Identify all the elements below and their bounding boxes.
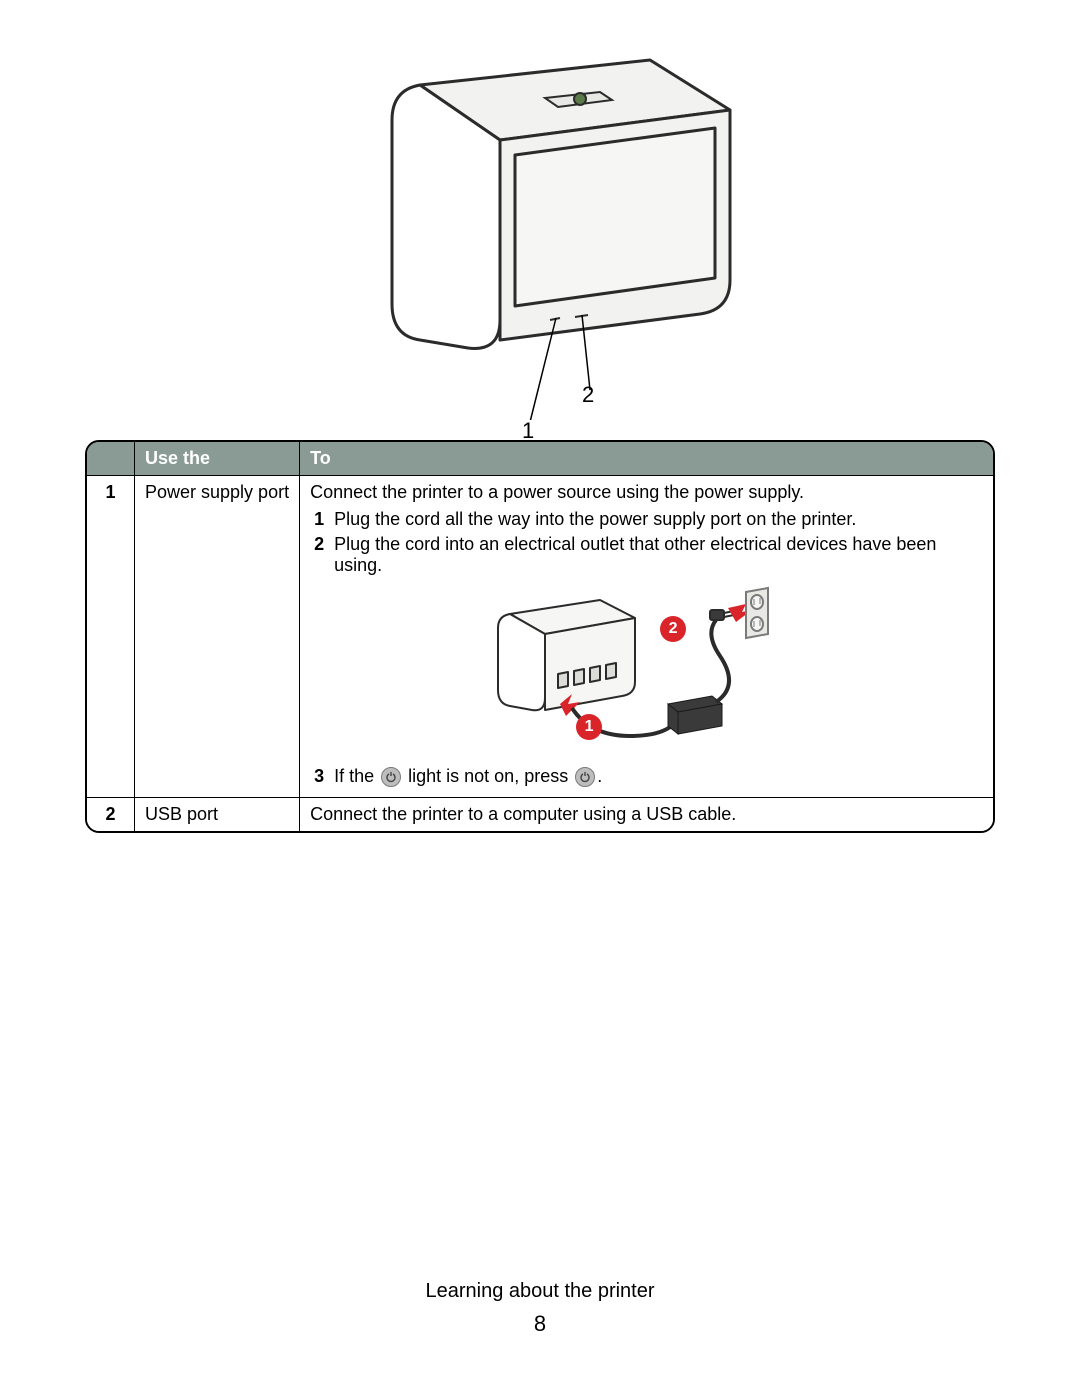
- printer-rear-svg: [300, 40, 780, 420]
- step-3-text: If the light is not on, press .: [334, 766, 983, 787]
- row1-use: Power supply port: [135, 476, 300, 798]
- step3-prefix: If the: [334, 766, 379, 786]
- power-connection-svg: [490, 586, 770, 756]
- row2-to: Connect the printer to a computer using …: [300, 798, 993, 831]
- power-icon: [575, 767, 595, 787]
- row2-use: USB port: [135, 798, 300, 831]
- row1-steps-cont: 3 If the light is not on, press .: [310, 766, 983, 787]
- power-connection-figure: 1 2: [490, 586, 770, 756]
- col-num-header: [87, 442, 135, 476]
- table-row: 2 USB port Connect the printer to a comp…: [87, 798, 993, 831]
- table-header-row: Use the To: [87, 442, 993, 476]
- row1-intro: Connect the printer to a power source us…: [310, 482, 804, 502]
- step3-mid: light is not on, press: [408, 766, 573, 786]
- row1-num: 1: [87, 476, 135, 798]
- step-3: 3 If the light is not on, press .: [310, 766, 983, 787]
- step3-suffix: .: [597, 766, 602, 786]
- page-footer: Learning about the printer 8: [0, 1280, 1080, 1337]
- printer-rear-figure: 2 1: [300, 40, 780, 420]
- row1-to: Connect the printer to a power source us…: [300, 476, 993, 798]
- row1-steps: 1 Plug the cord all the way into the pow…: [310, 509, 983, 576]
- callout-2: 2: [582, 382, 594, 408]
- col-use-header: Use the: [135, 442, 300, 476]
- step-2-text: Plug the cord into an electrical outlet …: [334, 534, 983, 576]
- inline-badge-1: 1: [576, 714, 602, 740]
- table-row: 1 Power supply port Connect the printer …: [87, 476, 993, 798]
- step-1-text: Plug the cord all the way into the power…: [334, 509, 983, 530]
- callout-1: 1: [522, 418, 534, 444]
- parts-table: Use the To 1 Power supply port Connect t…: [85, 440, 995, 833]
- manual-page: 2 1 Use the To 1 Power supply port Conne…: [0, 0, 1080, 1397]
- col-to-header: To: [300, 442, 993, 476]
- footer-page-number: 8: [0, 1311, 1080, 1337]
- step-1: 1 Plug the cord all the way into the pow…: [310, 509, 983, 530]
- footer-section-title: Learning about the printer: [0, 1280, 1080, 1303]
- power-icon: [381, 767, 401, 787]
- step-2: 2 Plug the cord into an electrical outle…: [310, 534, 983, 576]
- row2-num: 2: [87, 798, 135, 831]
- inline-badge-2: 2: [660, 616, 686, 642]
